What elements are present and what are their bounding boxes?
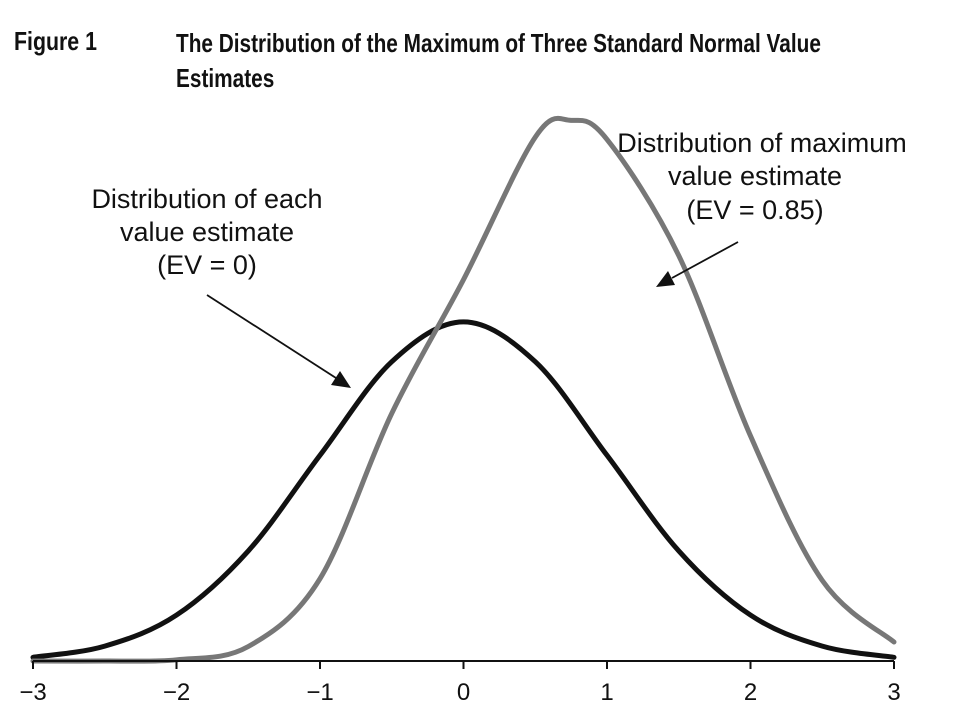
annotation-each-line-3: (EV = 0) (157, 250, 257, 280)
series-line-max-estimate (30, 115, 897, 664)
chart-title: The Distribution of the Maximum of Three… (176, 28, 821, 93)
series-line-each-estimate (30, 319, 897, 660)
x-tick-label: −2 (163, 679, 190, 706)
annotation-max-estimate: Distribution of maximum value estimate (… (617, 128, 907, 287)
annotation-each-arrow-line (206, 294, 337, 379)
series-layer (30, 115, 897, 664)
annotation-max-arrow-head (656, 271, 675, 287)
annotation-max-line-1: Distribution of maximum (617, 128, 907, 158)
annotation-max-line-3: (EV = 0.85) (686, 195, 823, 225)
x-tick-label: 2 (744, 679, 757, 706)
annotation-each-line-2: value estimate (120, 217, 294, 247)
x-axis: −3 −2 −1 0 1 2 3 (19, 660, 901, 706)
figure-label: Figure 1 (14, 26, 97, 56)
x-tick-label: 0 (457, 679, 470, 706)
x-tick-label: 1 (600, 679, 613, 706)
annotation-each-line-1: Distribution of each (91, 184, 322, 214)
x-tick-label: −3 (19, 679, 46, 706)
x-tick-label: −1 (306, 679, 333, 706)
annotation-each-arrow-head (331, 371, 351, 388)
annotation-max-line-2: value estimate (668, 161, 842, 191)
annotation-each-estimate: Distribution of each value estimate (EV … (91, 184, 351, 388)
x-tick-label: 3 (887, 679, 900, 706)
annotation-max-arrow-line (671, 241, 739, 279)
